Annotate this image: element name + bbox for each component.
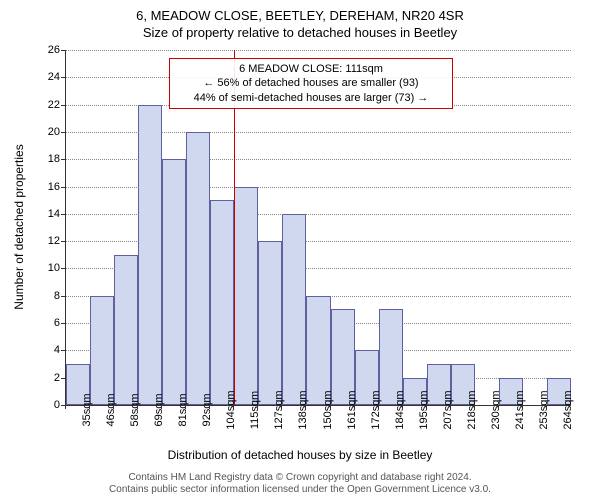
x-tick-mark — [65, 405, 66, 409]
y-tick-label: 14 — [30, 208, 60, 220]
x-tick-label: 253sqm — [538, 390, 550, 429]
histogram-bar — [162, 159, 186, 405]
x-tick-label: 104sqm — [225, 390, 237, 429]
chart-container: 6, MEADOW CLOSE, BEETLEY, DEREHAM, NR20 … — [0, 0, 600, 500]
y-tick-label: 10 — [30, 262, 60, 274]
x-tick-mark — [546, 405, 547, 409]
x-tick-mark — [378, 405, 379, 409]
x-tick-mark — [498, 405, 499, 409]
x-tick-mark — [450, 405, 451, 409]
x-tick-label: 241sqm — [514, 390, 526, 429]
x-tick-mark — [113, 405, 114, 409]
chart-title-main: 6, MEADOW CLOSE, BEETLEY, DEREHAM, NR20 … — [0, 0, 600, 23]
x-tick-mark — [281, 405, 282, 409]
histogram-bar — [234, 187, 258, 405]
x-tick-mark — [305, 405, 306, 409]
x-tick-label: 150sqm — [322, 390, 334, 429]
histogram-bar — [258, 241, 282, 405]
x-tick-mark — [233, 405, 234, 409]
annotation-line: 6 MEADOW CLOSE: 111sqm — [176, 62, 446, 76]
y-tick-mark — [61, 159, 65, 160]
y-tick-label: 6 — [30, 317, 60, 329]
y-tick-mark — [61, 296, 65, 297]
y-tick-label: 22 — [30, 99, 60, 111]
x-tick-mark — [257, 405, 258, 409]
y-tick-mark — [61, 50, 65, 51]
y-tick-label: 24 — [30, 71, 60, 83]
y-tick-label: 8 — [30, 290, 60, 302]
x-tick-mark — [354, 405, 355, 409]
y-tick-label: 0 — [30, 399, 60, 411]
histogram-bar — [90, 296, 114, 405]
y-tick-label: 26 — [30, 44, 60, 56]
y-tick-mark — [61, 77, 65, 78]
gridline — [66, 50, 571, 51]
y-tick-mark — [61, 241, 65, 242]
x-tick-label: 115sqm — [249, 391, 261, 429]
x-tick-mark — [426, 405, 427, 409]
y-tick-label: 4 — [30, 344, 60, 356]
x-tick-mark — [185, 405, 186, 409]
histogram-bar — [186, 132, 210, 405]
x-tick-label: 46sqm — [105, 393, 117, 426]
x-tick-label: 207sqm — [442, 390, 454, 429]
plot-area: 6 MEADOW CLOSE: 111sqm← 56% of detached … — [65, 50, 571, 406]
x-tick-label: 195sqm — [418, 390, 430, 429]
x-tick-label: 138sqm — [297, 390, 309, 429]
x-tick-mark — [522, 405, 523, 409]
footer-attribution: Contains HM Land Registry data © Crown c… — [0, 472, 600, 496]
y-tick-mark — [61, 378, 65, 379]
y-tick-mark — [61, 105, 65, 106]
x-tick-mark — [161, 405, 162, 409]
x-tick-label: 184sqm — [394, 390, 406, 429]
x-tick-label: 58sqm — [129, 393, 141, 426]
footer-line-2: Contains public sector information licen… — [0, 484, 600, 496]
x-tick-label: 127sqm — [273, 390, 285, 429]
histogram-bar — [138, 105, 162, 405]
x-tick-mark — [209, 405, 210, 409]
x-tick-mark — [137, 405, 138, 409]
annotation-box: 6 MEADOW CLOSE: 111sqm← 56% of detached … — [169, 58, 453, 109]
histogram-bar — [210, 200, 234, 405]
x-axis-label: Distribution of detached houses by size … — [0, 448, 600, 462]
x-tick-label: 230sqm — [490, 390, 502, 429]
y-tick-mark — [61, 132, 65, 133]
annotation-line: ← 56% of detached houses are smaller (93… — [176, 76, 446, 90]
y-tick-mark — [61, 323, 65, 324]
y-axis-label: Number of detached properties — [12, 144, 26, 309]
y-tick-mark — [61, 268, 65, 269]
x-tick-label: 81sqm — [177, 393, 189, 426]
y-tick-label: 18 — [30, 153, 60, 165]
footer-line-1: Contains HM Land Registry data © Crown c… — [0, 472, 600, 484]
y-tick-label: 12 — [30, 235, 60, 247]
histogram-bar — [114, 255, 138, 405]
y-tick-label: 20 — [30, 126, 60, 138]
y-tick-label: 16 — [30, 181, 60, 193]
x-tick-label: 161sqm — [346, 390, 358, 429]
x-tick-label: 69sqm — [153, 393, 165, 426]
y-tick-label: 2 — [30, 372, 60, 384]
histogram-bar — [306, 296, 330, 405]
chart-title-sub: Size of property relative to detached ho… — [0, 23, 600, 40]
x-tick-label: 92sqm — [201, 393, 213, 426]
annotation-line: 44% of semi-detached houses are larger (… — [176, 91, 446, 105]
y-tick-mark — [61, 350, 65, 351]
x-tick-label: 218sqm — [466, 390, 478, 429]
x-tick-label: 35sqm — [81, 393, 93, 426]
histogram-bar — [282, 214, 306, 405]
x-tick-mark — [474, 405, 475, 409]
x-tick-mark — [402, 405, 403, 409]
y-tick-mark — [61, 187, 65, 188]
x-tick-mark — [330, 405, 331, 409]
y-tick-mark — [61, 214, 65, 215]
x-tick-mark — [89, 405, 90, 409]
x-tick-label: 264sqm — [562, 390, 574, 429]
x-tick-label: 172sqm — [370, 390, 382, 429]
